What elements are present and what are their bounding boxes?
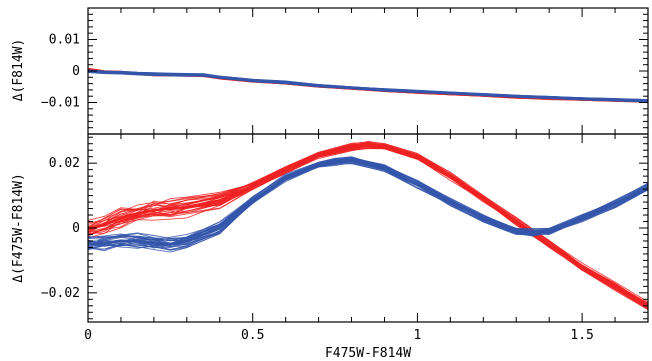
series-core-blue (88, 69, 648, 103)
y-tick-label: 0 (72, 221, 80, 236)
series-line-blue (88, 158, 648, 246)
series-blue (88, 69, 648, 103)
series-line-blue (88, 158, 648, 246)
series-line-blue (88, 157, 648, 239)
ticks (87, 134, 649, 322)
y-tick-label: 0.01 (49, 33, 80, 48)
series-line-blue (88, 159, 648, 245)
bottom-panel: 0.02 0 −0.02 0 0.5 1 1.5 (41, 133, 649, 343)
y-tick-label: −0.02 (41, 286, 80, 301)
series-line-blue (88, 157, 648, 243)
y-tick-label: −0.01 (41, 96, 80, 111)
x-tick-label: 1.5 (570, 328, 593, 343)
series-line-red (88, 148, 648, 309)
series-line-blue (88, 159, 648, 245)
series-line-blue (88, 156, 648, 243)
panel-frame (87, 7, 649, 135)
x-axis-label: F475W-F814W (325, 346, 411, 361)
top-panel: 0.01 0 −0.01 (41, 7, 649, 135)
plot-area (88, 67, 648, 103)
y-tick-label: 0.02 (49, 156, 80, 171)
x-tick-label: 0 (84, 328, 92, 343)
series-line-red (88, 147, 648, 310)
series-line-blue (88, 157, 648, 242)
ticks (87, 7, 649, 135)
series-blue (88, 156, 648, 253)
series-line-blue (88, 159, 648, 246)
x-tick-label: 1 (413, 328, 421, 343)
plot-area (88, 140, 648, 311)
series-line-red (88, 148, 648, 311)
y-tick-label: 0 (72, 64, 80, 79)
series-core-blue (88, 158, 648, 246)
y-axis-label-top: Δ(F814W) (11, 39, 26, 102)
x-tick-label: 0.5 (241, 328, 264, 343)
y-axis-label-bottom: Δ(F475W-F814W) (11, 173, 26, 283)
